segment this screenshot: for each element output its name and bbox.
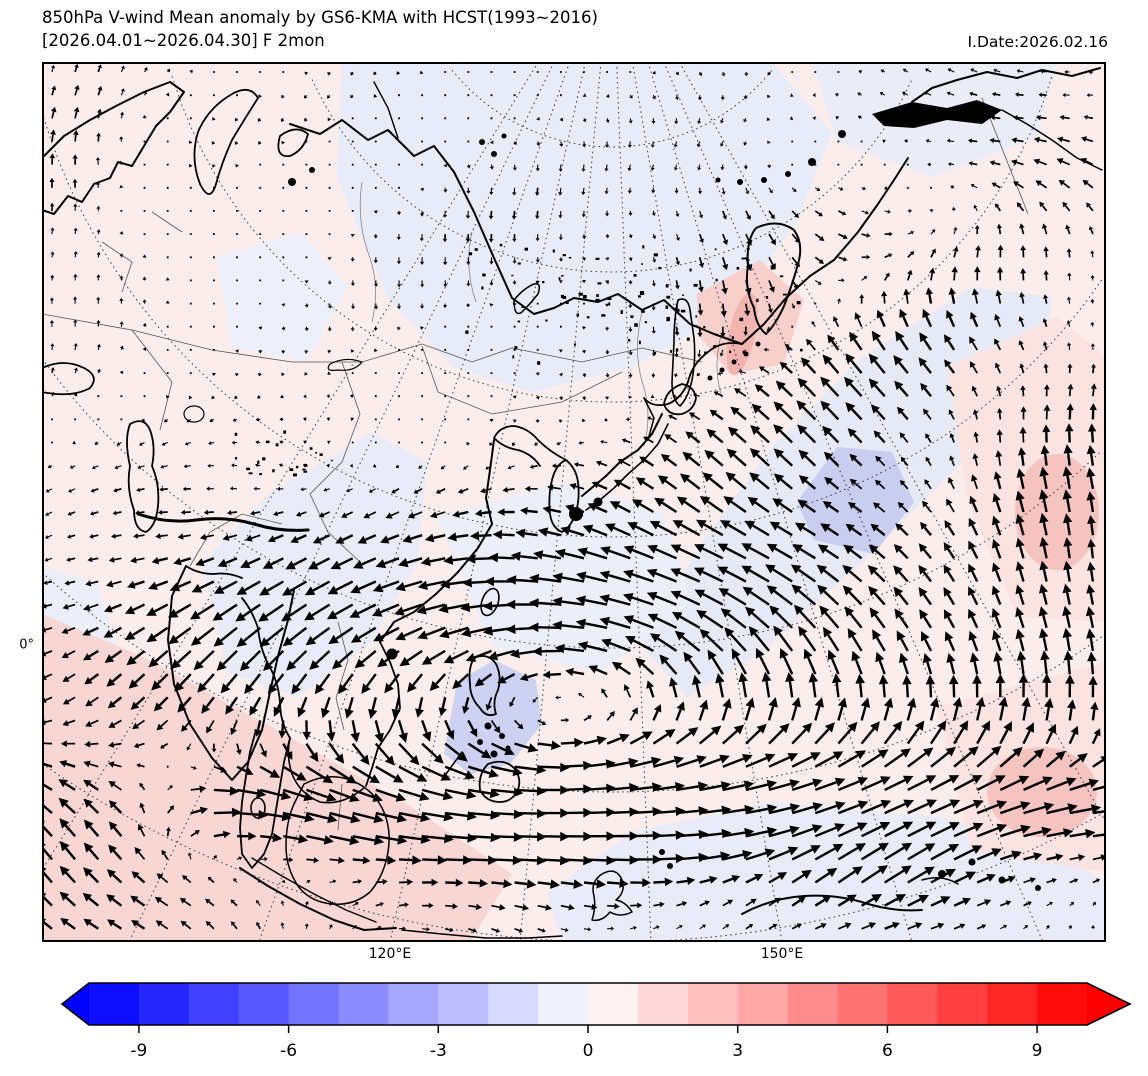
- colorbar-tick-label: 9: [1032, 1041, 1043, 1061]
- colorbar-tick-label: 6: [882, 1041, 893, 1061]
- wind-vectors-layer: [42, 63, 1106, 933]
- figure-subtitle: [2026.04.01~2026.04.30] F 2mon: [42, 31, 325, 50]
- country-borders-layer: [42, 97, 1029, 831]
- colorbar-tick-label: -9: [130, 1041, 147, 1061]
- init-date-label: I.Date:2026.02.16: [967, 33, 1108, 51]
- island-masses-layer: [183, 100, 1041, 891]
- map-svg: [42, 62, 1106, 942]
- colorbar-tick-label: -3: [430, 1041, 447, 1061]
- speckles-layer: [234, 243, 803, 477]
- x-tick-label: 150°E: [760, 946, 804, 962]
- map-panel: [42, 62, 1106, 942]
- rivers-layer: [359, 181, 723, 447]
- map-frame: [42, 62, 1106, 942]
- colorbar-tick-label: 3: [732, 1041, 743, 1061]
- colorbar-tick-label: 0: [583, 1041, 594, 1061]
- colorbar: -9 -6 -3 0 3 6 9: [0, 976, 1148, 1076]
- x-tick-label: 120°E: [368, 946, 412, 962]
- figure-title: 850hPa V-wind Mean anomaly by GS6-KMA wi…: [42, 8, 598, 27]
- y-tick-label: 0°: [19, 637, 34, 653]
- colorbar-svg: -9 -6 -3 0 3 6 9: [60, 982, 1132, 1061]
- anomaly-shading-layer: [42, 62, 1106, 942]
- coastlines-layer: [42, 67, 1103, 939]
- colorbar-tick-label: -6: [280, 1041, 297, 1061]
